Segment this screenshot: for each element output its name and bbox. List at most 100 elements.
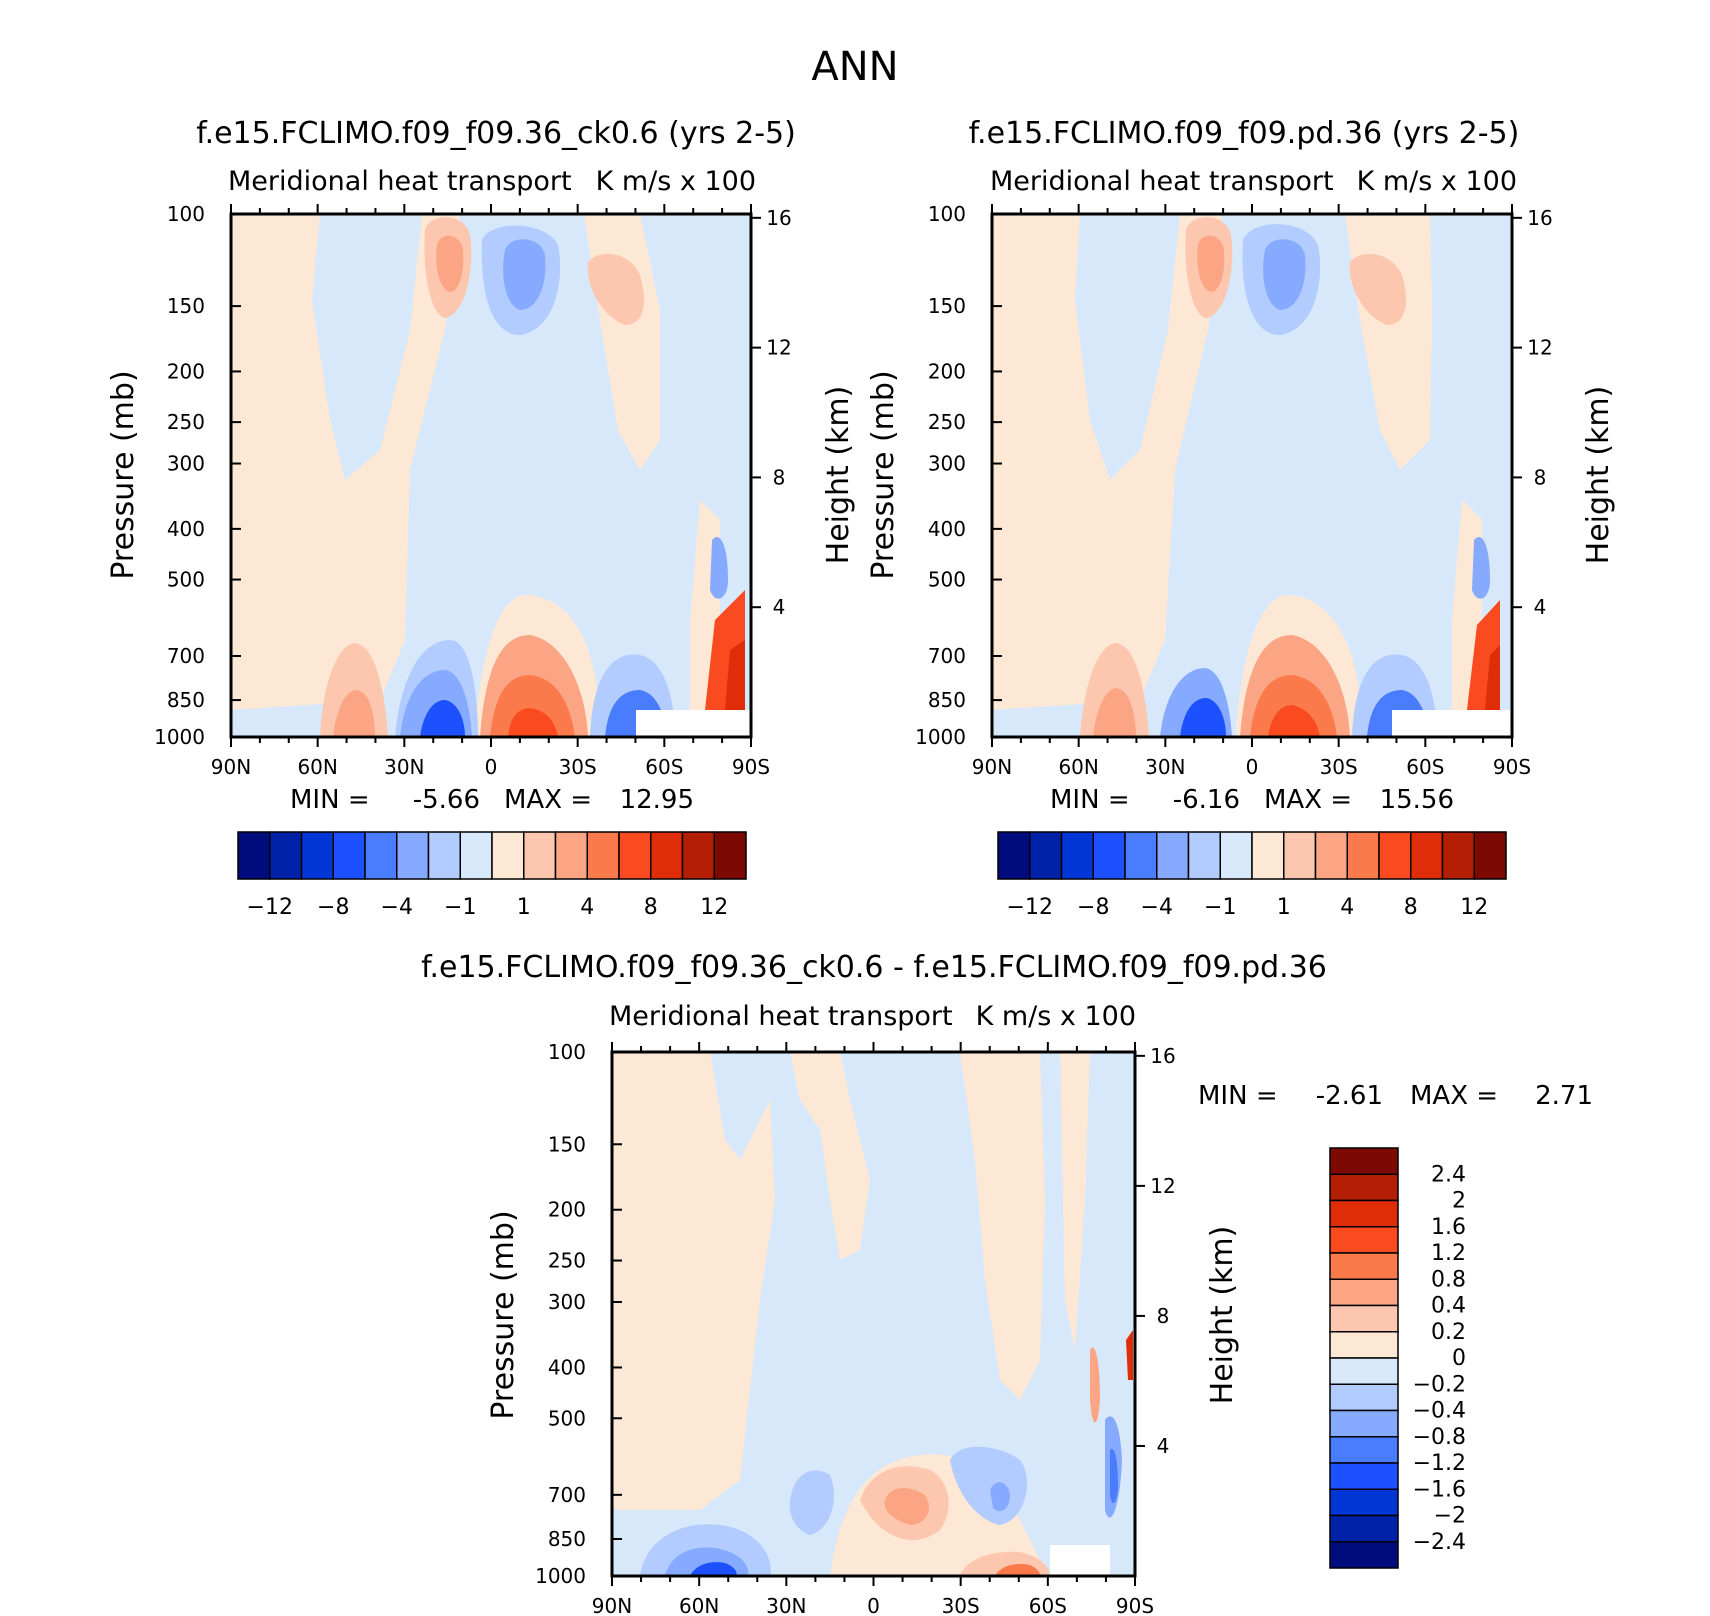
panel-1-subtitle-right: K m/s x 100 — [596, 166, 756, 197]
y-tick-label: 500 — [928, 568, 966, 592]
colorbar-label: 12 — [700, 895, 728, 920]
y-tick-label: 100 — [167, 202, 205, 226]
colorbar-label: −12 — [247, 895, 293, 920]
x-tick-label: 60S — [645, 755, 683, 779]
panel-3-max-value: 2.71 — [1535, 1081, 1593, 1111]
colorbar-cell — [1329, 1357, 1399, 1385]
colorbar-cell — [650, 831, 684, 880]
y2-tick-label: 16 — [1150, 1044, 1175, 1068]
colorbar-cell — [1378, 831, 1412, 880]
colorbar-cell — [1410, 831, 1444, 880]
y-tick-label: 700 — [548, 1483, 586, 1507]
colorbar-cell — [396, 831, 430, 880]
colorbar-cell — [1187, 831, 1221, 880]
colorbar-cell — [1314, 831, 1348, 880]
y-tick-label: 150 — [167, 294, 205, 318]
x-tick-label: 60N — [297, 755, 337, 779]
colorbar-cell — [1251, 831, 1285, 880]
panel-3-contour-blue-mid — [789, 1470, 834, 1535]
panel-2-plot-area — [990, 212, 1514, 739]
colorbar-label: 1.2 — [1431, 1241, 1466, 1266]
panel-1-contour-orange-upper-core — [436, 235, 464, 292]
colorbar-label: −1.6 — [1413, 1477, 1466, 1502]
y-tick-label: 200 — [167, 359, 205, 383]
colorbar-cell — [618, 831, 652, 880]
colorbar-label: 1 — [517, 895, 531, 920]
x-tick-label: 30S — [559, 755, 597, 779]
panel-1-ylabel: Pressure (mb) — [106, 370, 141, 579]
colorbar-label: −2.4 — [1413, 1530, 1466, 1555]
colorbar-cell — [1329, 1383, 1399, 1412]
colorbar-cell — [681, 831, 715, 880]
panel-2-colorbar: −12 −8 −4 −1 1 4 8 12 — [997, 831, 1507, 920]
panel-2-contour-blue-upper-core — [1263, 239, 1306, 310]
y2-tick-label: 4 — [773, 595, 786, 619]
panel-3-colorbar: 2.421.61.20.80.40.20−0.2−0.4−0.8−1.2−1.6… — [1329, 1147, 1466, 1569]
colorbar-cell — [1329, 1252, 1399, 1280]
panel-1-missing-data — [636, 710, 751, 737]
colorbar-cell — [1329, 1199, 1399, 1228]
colorbar-label: 0.8 — [1431, 1267, 1466, 1292]
colorbar-cell — [1329, 1173, 1399, 1202]
x-tick-label: 90N — [211, 755, 251, 779]
y2-tick-label: 4 — [1534, 595, 1547, 619]
x-tick-label: 60S — [1406, 755, 1444, 779]
panel-2-subtitle-left: Meridional heat transport — [990, 166, 1334, 197]
panel-3-missing-data — [1050, 1545, 1110, 1576]
colorbar-cell — [1124, 831, 1158, 880]
y-tick-label: 400 — [928, 517, 966, 541]
panel-2-min-label: MIN = — [1050, 785, 1130, 815]
panel-1-subtitle-left: Meridional heat transport — [228, 166, 572, 197]
y2-tick-label: 12 — [1150, 1174, 1175, 1198]
colorbar-cell — [491, 831, 525, 880]
colorbar-cell — [1219, 831, 1253, 880]
colorbar-cell — [1329, 1488, 1399, 1517]
y-tick-label: 250 — [928, 410, 966, 434]
colorbar-cell — [459, 831, 493, 880]
panel-2-max-value: 15.56 — [1380, 785, 1454, 815]
panel-3-contour-blue-east-core — [1110, 1449, 1118, 1504]
y-tick-label: 300 — [928, 452, 966, 476]
panel-3-contour-blue-south-core — [990, 1482, 1010, 1512]
x-tick-label: 30S — [942, 1594, 980, 1616]
colorbar-label: 0.2 — [1431, 1320, 1466, 1345]
colorbar-label: 0 — [1452, 1346, 1466, 1371]
colorbar-cell — [586, 831, 620, 880]
colorbar-cell — [332, 831, 366, 880]
x-tick-label: 90S — [1493, 755, 1531, 779]
colorbar-cell — [1329, 1462, 1399, 1490]
colorbar-cell — [1156, 831, 1190, 880]
colorbar-label: 1.6 — [1431, 1215, 1466, 1240]
x-tick-label: 60N — [1058, 755, 1098, 779]
y-tick-label: 700 — [928, 644, 966, 668]
y-tick-label: 150 — [548, 1132, 586, 1156]
y-tick-label: 150 — [928, 294, 966, 318]
panel-1-contour-orange-sub — [587, 253, 645, 325]
colorbar-label: 8 — [1404, 895, 1418, 920]
panel-2-contour-orange-north-core — [1093, 688, 1136, 737]
colorbar-label: −8 — [317, 895, 349, 920]
figure-title: ANN — [811, 44, 898, 90]
colorbar-cell — [427, 831, 461, 880]
panel-3-min-value: -2.61 — [1316, 1081, 1383, 1111]
panel-2-title: f.e15.FCLIMO.f09_f09.pd.36 (yrs 2-5) — [969, 116, 1520, 151]
colorbar-label: −1 — [1204, 895, 1236, 920]
x-tick-label: 90S — [1116, 1594, 1154, 1616]
colorbar-cell — [300, 831, 334, 880]
y2-tick-label: 8 — [1157, 1304, 1170, 1328]
y-tick-label: 100 — [548, 1040, 586, 1064]
colorbar-cell — [1441, 831, 1475, 880]
panel-2-contour-darkred-east — [1485, 645, 1500, 710]
panel-2-contour-orange-sub — [1349, 253, 1407, 325]
y-tick-label: 1000 — [154, 725, 205, 749]
colorbar-cell — [1060, 831, 1094, 880]
panel-1: f.e15.FCLIMO.f09_f09.36_ck0.6 (yrs 2-5) … — [106, 116, 856, 920]
panel-3-title: f.e15.FCLIMO.f09_f09.36_ck0.6 - f.e15.FC… — [421, 950, 1327, 985]
colorbar-cell — [1329, 1541, 1399, 1569]
panel-2-max-label: MAX = — [1264, 785, 1352, 815]
panel-3-subtitle-right: K m/s x 100 — [976, 1001, 1136, 1032]
panel-3-max-label: MAX = — [1410, 1081, 1498, 1111]
panel-3-contour-peach-mid — [790, 1052, 870, 1260]
x-tick-label: 90S — [732, 755, 770, 779]
panel-3: f.e15.FCLIMO.f09_f09.36_ck0.6 - f.e15.FC… — [421, 950, 1593, 1616]
